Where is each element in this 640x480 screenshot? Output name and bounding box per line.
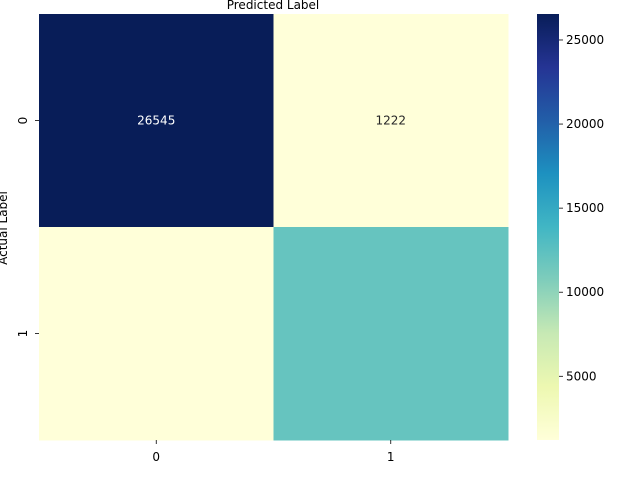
x-tick-label: 1 bbox=[387, 450, 395, 464]
heatmap-cell-0-0 bbox=[39, 14, 274, 228]
y-axis-ticks: 01 bbox=[16, 117, 39, 338]
colorbar-tick-label: 15000 bbox=[566, 201, 604, 215]
heatmap-cell-1-1 bbox=[273, 227, 509, 441]
colorbar-tick-label: 25000 bbox=[566, 33, 604, 47]
y-axis-label: Actual Label bbox=[0, 191, 10, 265]
cell-annotations: 26545 1222 bbox=[137, 114, 406, 128]
colorbar-tick-label: 10000 bbox=[566, 285, 604, 299]
y-tick-label: 1 bbox=[16, 330, 30, 338]
y-tick-label: 0 bbox=[16, 117, 30, 125]
chart-title: Predicted Label bbox=[227, 0, 320, 12]
colorbar-tick-label: 5000 bbox=[566, 369, 597, 383]
heatmap-cells bbox=[39, 14, 509, 441]
x-tick-label: 0 bbox=[152, 450, 160, 464]
heatmap-cell-0-1 bbox=[273, 14, 509, 228]
colorbar-ticks: 5000 10000 15000 20000 25000 bbox=[559, 33, 604, 383]
cell-label-0-0: 26545 bbox=[137, 114, 175, 128]
cell-label-0-1: 1222 bbox=[375, 114, 406, 128]
colorbar-tick-label: 20000 bbox=[566, 117, 604, 131]
colorbar bbox=[537, 14, 559, 440]
heatmap-cell-1-0 bbox=[39, 227, 274, 441]
